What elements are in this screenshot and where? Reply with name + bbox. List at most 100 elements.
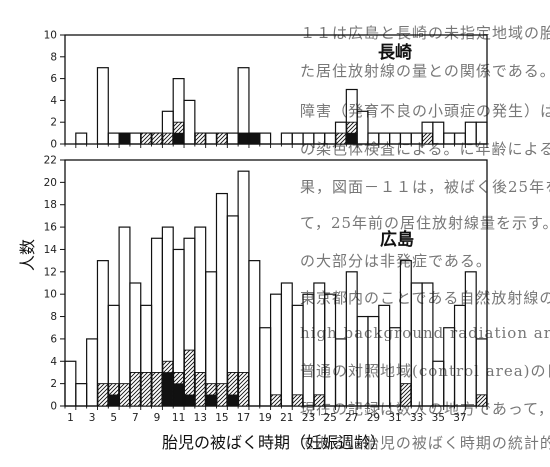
y-tick-label: 16 <box>44 222 58 234</box>
bar-hatch <box>151 132 163 145</box>
x-tick-label: 11 <box>172 412 185 424</box>
bar-outline <box>378 132 391 145</box>
y-tick-label: 8 <box>50 51 57 63</box>
bar-hatch <box>140 372 152 407</box>
y-tick-label: 10 <box>44 289 57 301</box>
bar-hatch <box>194 132 206 145</box>
bar-outline <box>280 282 293 407</box>
bar-outline <box>291 304 304 407</box>
bar-solid <box>238 132 249 145</box>
bar-outline <box>183 99 196 145</box>
x-tick-label: 33 <box>410 412 423 424</box>
bar-outline <box>237 170 250 407</box>
bar-outline <box>432 121 445 145</box>
bar-outline <box>280 132 293 145</box>
bar-outline <box>389 327 402 407</box>
bar-hatch <box>270 394 282 407</box>
x-tick-label: 9 <box>154 412 161 424</box>
bar-outline <box>356 110 369 145</box>
bar-hatch <box>238 372 249 407</box>
bar-hatch <box>335 132 347 145</box>
bar-outline <box>107 132 120 145</box>
bar-hatch <box>216 132 228 145</box>
y-tick-label: 0 <box>50 401 57 413</box>
y-tick-label: 14 <box>44 244 58 256</box>
bar-outline <box>410 282 423 407</box>
bar-hatch <box>476 394 487 407</box>
y-tick-label: 22 <box>44 155 57 167</box>
bar-outline <box>378 304 391 407</box>
bar-outline <box>421 282 434 407</box>
bar-outline <box>86 338 99 407</box>
x-tick-label: 37 <box>453 412 466 424</box>
bar-outline <box>367 132 380 145</box>
x-tick-label: 5 <box>110 412 117 424</box>
bar-outline <box>237 67 250 145</box>
bar-solid <box>227 394 238 407</box>
bar-hatch <box>119 383 130 407</box>
x-tick-label: 7 <box>132 412 139 424</box>
bar-outline <box>464 271 477 407</box>
x-tick-label: 35 <box>432 412 445 424</box>
bar-outline <box>205 132 218 145</box>
bar-outline <box>302 132 315 145</box>
bar-hatch <box>140 132 152 145</box>
bar-outline <box>399 132 412 145</box>
bar-outline <box>118 226 131 407</box>
y-tick-label: 4 <box>50 95 57 107</box>
bar-solid <box>346 132 357 145</box>
bar-outline <box>324 293 337 407</box>
bar-outline <box>443 327 456 407</box>
bar-hatch <box>313 394 325 407</box>
x-tick-label: 21 <box>280 412 293 424</box>
bar-hatch <box>292 394 304 407</box>
bar-outline <box>75 132 88 145</box>
bar-outline <box>367 315 380 407</box>
bar-outline <box>64 360 77 407</box>
y-tick-label: 8 <box>50 311 57 323</box>
bar-outline <box>453 132 466 145</box>
x-tick-label: 19 <box>258 412 271 424</box>
y-axis-title: 人数 <box>18 239 37 271</box>
y-tick-label: 18 <box>44 199 57 211</box>
background-text-line: である。胎児の被ばく時期の統計的の発生数 <box>300 434 550 452</box>
bar-outline <box>389 132 402 145</box>
panel-label: 広島 <box>380 229 414 250</box>
x-tick-label: 31 <box>388 412 401 424</box>
x-tick-label: 15 <box>215 412 228 424</box>
bar-outline <box>443 132 456 145</box>
bar-outline <box>215 192 228 407</box>
bar-outline <box>432 360 445 407</box>
x-tick-label: 25 <box>323 412 336 424</box>
bar-solid <box>119 132 130 145</box>
bar-hatch <box>216 383 228 407</box>
bar-outline <box>464 121 477 145</box>
bar-outline <box>269 293 283 407</box>
bar-solid <box>162 372 173 407</box>
background-text-line: の大部分は非発症である。 <box>300 252 492 270</box>
bar-solid <box>108 394 119 407</box>
x-tick-label: 1 <box>67 412 74 424</box>
bar-hatch <box>97 383 109 407</box>
bar-hatch <box>129 372 141 407</box>
panel-label: 長崎 <box>378 42 412 63</box>
bar-outline <box>453 304 466 407</box>
y-tick-label: 6 <box>50 333 57 345</box>
y-tick-label: 6 <box>50 73 57 85</box>
bar-outline <box>248 260 261 407</box>
x-tick-label: 23 <box>302 412 315 424</box>
y-tick-label: 4 <box>50 356 57 368</box>
bar-solid <box>249 132 260 145</box>
bar-outline <box>75 383 88 407</box>
chart-panel-nagasaki: 0 2 4 6 8 10 長崎 <box>44 30 488 151</box>
y-tick-label: 2 <box>50 378 57 390</box>
bar-outline <box>259 132 272 145</box>
x-tick-label: 27 <box>345 412 358 424</box>
bar-outline <box>410 132 423 145</box>
bar-outline <box>345 271 358 407</box>
bar-solid <box>184 394 195 407</box>
bar-outline <box>291 132 304 145</box>
